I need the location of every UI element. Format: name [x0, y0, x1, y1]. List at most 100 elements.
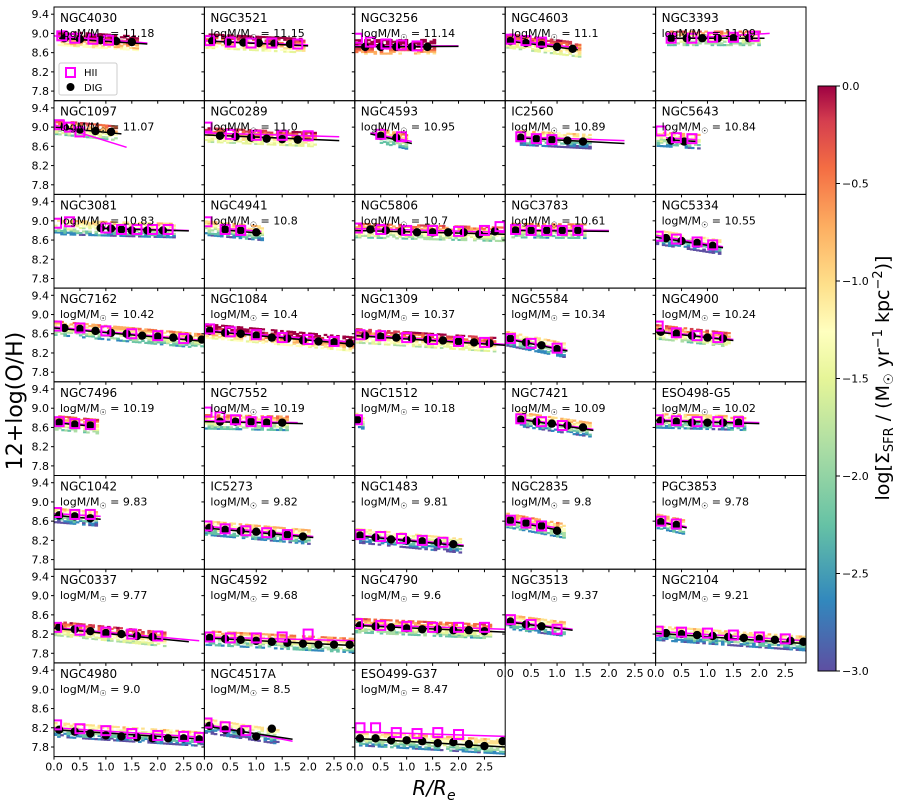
spaxel-cell	[516, 130, 521, 133]
spaxel-cell	[683, 242, 688, 245]
spaxel-cell	[535, 144, 539, 147]
spaxel-cell	[386, 331, 391, 334]
spaxel-cell	[66, 324, 71, 327]
spaxel-cell	[417, 236, 421, 239]
spaxel-cell	[94, 46, 99, 49]
spaxel-cell	[187, 342, 192, 345]
spaxel-cell	[101, 127, 106, 130]
spaxel-cell	[320, 347, 325, 350]
spaxel-cell	[301, 41, 306, 44]
spaxel-cell	[57, 43, 62, 47]
spaxel-cell	[562, 41, 566, 44]
spaxel-cell	[506, 331, 510, 334]
spaxel-cell	[227, 338, 231, 341]
spaxel-cell	[492, 345, 497, 348]
spaxel-cell	[214, 332, 219, 335]
spaxel-cell	[727, 340, 731, 343]
spaxel-cell	[75, 225, 80, 228]
spaxel-cell	[206, 346, 210, 348]
spaxel-cell	[385, 52, 390, 55]
hii-point	[178, 333, 190, 345]
spaxel-cell	[211, 46, 216, 50]
spaxel-cell	[172, 232, 176, 236]
spaxel-cell	[569, 430, 574, 434]
dig-point	[516, 415, 525, 424]
spaxel-cell	[441, 228, 446, 231]
spaxel-cell	[116, 231, 120, 234]
spaxel-cell	[289, 330, 294, 333]
spaxel-cell	[562, 342, 566, 345]
spaxel-cell	[241, 223, 246, 226]
spaxel-cell	[113, 222, 117, 226]
spaxel-cell	[91, 223, 95, 227]
spaxel-cell	[241, 137, 246, 140]
spaxel-cell	[566, 146, 571, 149]
spaxel-cell	[247, 227, 252, 230]
spaxel-cell	[393, 343, 397, 347]
spaxel-cell	[60, 521, 64, 524]
spaxel-cell	[232, 231, 237, 234]
spaxel-cell	[242, 35, 247, 38]
spaxel-cell	[220, 33, 225, 37]
spaxel-cell	[307, 131, 311, 134]
spaxel-cell	[355, 345, 359, 347]
spaxel-cell	[518, 347, 523, 350]
spaxel-cell	[436, 344, 441, 348]
dig-point	[252, 331, 261, 340]
spaxel-cell	[716, 43, 721, 47]
spaxel-cell	[559, 43, 563, 46]
spaxel-cell	[655, 334, 660, 337]
spaxel-cell	[382, 52, 387, 55]
spaxel-cell	[85, 222, 89, 225]
spaxel-cell	[261, 340, 266, 343]
hii-point	[686, 133, 698, 145]
dig-point	[262, 134, 271, 143]
hii-point	[54, 119, 65, 131]
spaxel-cell	[557, 135, 561, 138]
spaxel-cell	[438, 238, 443, 241]
spaxel-cell	[95, 418, 100, 421]
spaxel-cell	[122, 326, 127, 329]
galaxy-mass: logM/M☉ = 10.84	[662, 121, 756, 136]
spaxel-cell	[557, 140, 561, 143]
spaxel-cell	[393, 332, 397, 335]
spaxel-cell	[236, 336, 241, 339]
spaxel-cell	[401, 146, 406, 150]
spaxel-cell	[682, 42, 687, 45]
spaxel-cell	[553, 420, 558, 423]
spaxel-cell	[714, 423, 719, 426]
dig-point	[354, 415, 362, 424]
panel-plot-area	[505, 33, 582, 58]
y-tick-label: 7.8	[32, 272, 50, 285]
spaxel-cell	[119, 234, 123, 237]
spaxel-cell	[398, 223, 402, 227]
hii-point	[551, 342, 563, 354]
hii-point	[126, 328, 138, 340]
spaxel-cell	[153, 340, 158, 344]
galaxy-mass: logM/M☉ = 10.37	[361, 308, 455, 323]
spaxel-cell	[552, 52, 557, 55]
spaxel-cell	[519, 142, 524, 145]
spaxel-cell	[392, 232, 396, 235]
spaxel-cell	[166, 340, 170, 343]
spaxel-cell	[169, 330, 173, 333]
spaxel-cell	[354, 47, 359, 50]
spaxel-cell	[557, 132, 561, 135]
spaxel-cell	[407, 232, 412, 235]
spaxel-cell	[717, 414, 722, 417]
spaxel-cell	[543, 341, 548, 345]
spaxel-cell	[97, 324, 102, 327]
spaxel-cell	[339, 348, 343, 351]
spaxel-cell	[172, 330, 176, 334]
spaxel-cell	[235, 130, 240, 133]
spaxel-cell	[116, 327, 120, 330]
hii-point	[686, 32, 698, 44]
spaxel-cell	[207, 427, 212, 430]
spaxel-cell	[76, 123, 81, 126]
spaxel-cell	[521, 345, 526, 349]
spaxel-cell	[162, 338, 167, 341]
